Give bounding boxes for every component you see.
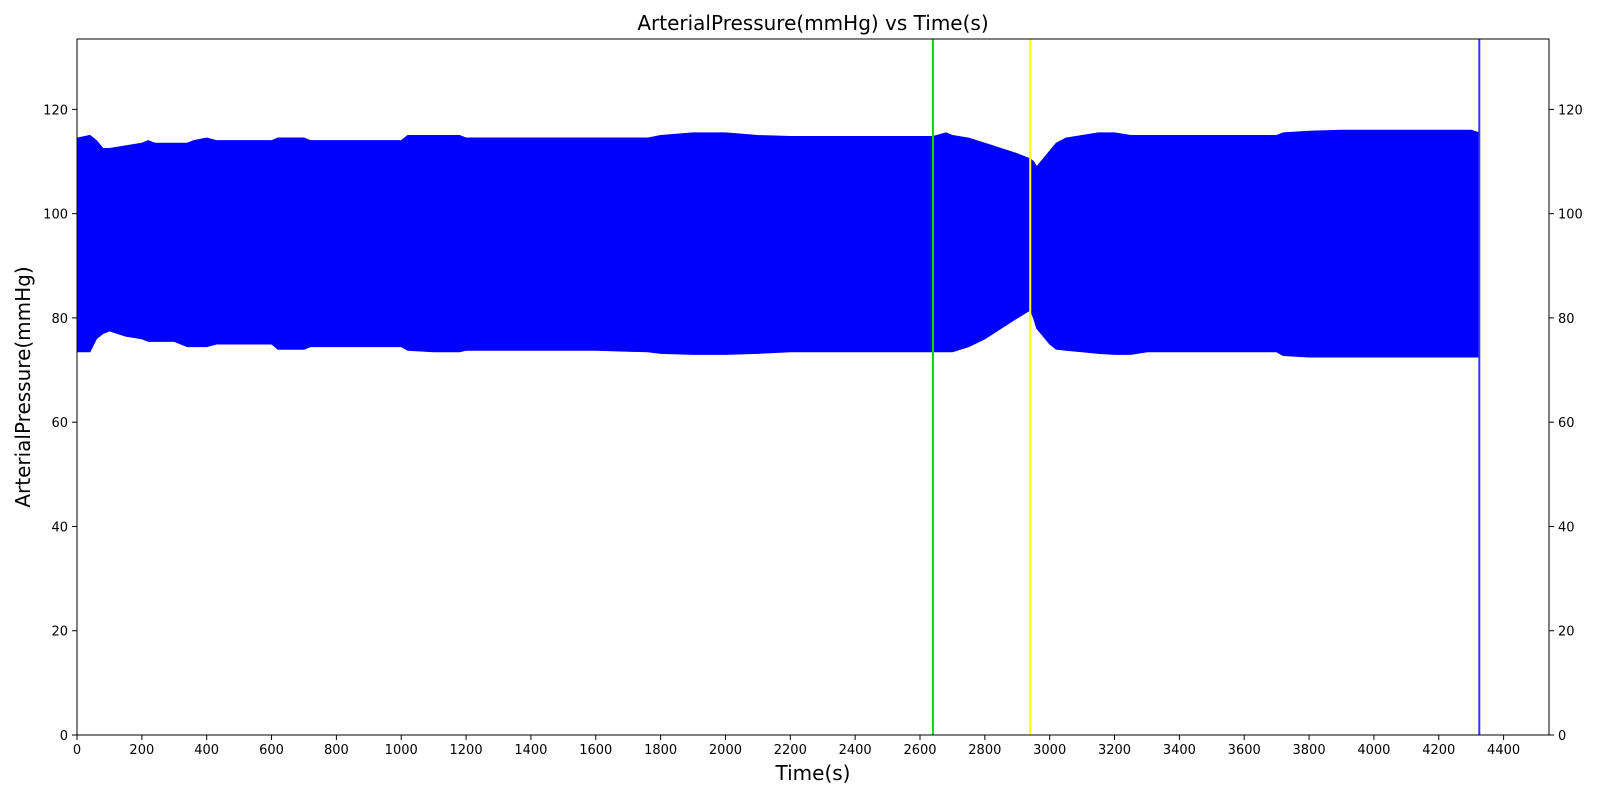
- x-axis: 0 200 400 600 800 1000 1200 1400 1600 1800 2000 220…: [73, 735, 1520, 758]
- x-tick-label: 3400: [1163, 743, 1196, 758]
- y-tick-label-right: 0: [1558, 729, 1566, 744]
- x-tick-label: 3800: [1293, 743, 1326, 758]
- x-tick-label: 1000: [385, 743, 418, 758]
- x-tick-label: 3600: [1228, 743, 1261, 758]
- x-tick-label: 3000: [1033, 743, 1066, 758]
- x-tick-label: 4200: [1422, 743, 1455, 758]
- chart-title: ArterialPressure(mmHg) vs Time(s): [637, 11, 988, 35]
- x-tick-label: 200: [129, 743, 154, 758]
- x-tick-label: 2400: [839, 743, 872, 758]
- y-tick-label-left: 0: [60, 729, 68, 744]
- x-tick-label: 1200: [450, 743, 483, 758]
- x-tick-label: 800: [324, 743, 349, 758]
- x-axis-label: Time(s): [775, 761, 851, 785]
- x-tick-label: 4400: [1487, 743, 1520, 758]
- x-tick-label: 3200: [1098, 743, 1131, 758]
- x-tick-label: 1600: [579, 743, 612, 758]
- y-tick-label-right: 100: [1558, 208, 1583, 223]
- y-tick-label-right: 120: [1558, 103, 1583, 118]
- y-tick-label-right: 60: [1558, 416, 1575, 431]
- y-tick-label-left: 80: [51, 312, 68, 327]
- x-tick-label: 2200: [774, 743, 807, 758]
- y-tick-label-left: 60: [51, 416, 68, 431]
- y-tick-label-right: 80: [1558, 312, 1575, 327]
- y-tick-label-left: 120: [43, 103, 68, 118]
- x-tick-label: 400: [194, 743, 219, 758]
- x-tick-label: 2800: [968, 743, 1001, 758]
- x-tick-label: 1800: [644, 743, 677, 758]
- x-tick-label: 0: [73, 743, 81, 758]
- y-tick-label-left: 20: [51, 625, 68, 640]
- x-tick-label: 4000: [1357, 743, 1390, 758]
- y-tick-label-left: 100: [43, 208, 68, 223]
- y-tick-label-right: 20: [1558, 625, 1575, 640]
- y-axis-label: ArterialPressure(mmHg): [11, 266, 35, 507]
- y-axis-left: 0 20 40 60 80 100 120: [43, 103, 77, 744]
- plot-area: [76, 39, 1481, 735]
- y-tick-label-right: 40: [1558, 520, 1575, 535]
- x-tick-label: 2600: [903, 743, 936, 758]
- y-axis-right: 0 20 40 60 80 100 120: [1549, 103, 1583, 744]
- x-tick-label: 2000: [709, 743, 742, 758]
- plot-frame: [76, 38, 1550, 736]
- y-tick-label-left: 40: [51, 520, 68, 535]
- x-tick-label: 1400: [514, 743, 547, 758]
- x-tick-label: 600: [259, 743, 284, 758]
- series-band-0: [76, 129, 1480, 358]
